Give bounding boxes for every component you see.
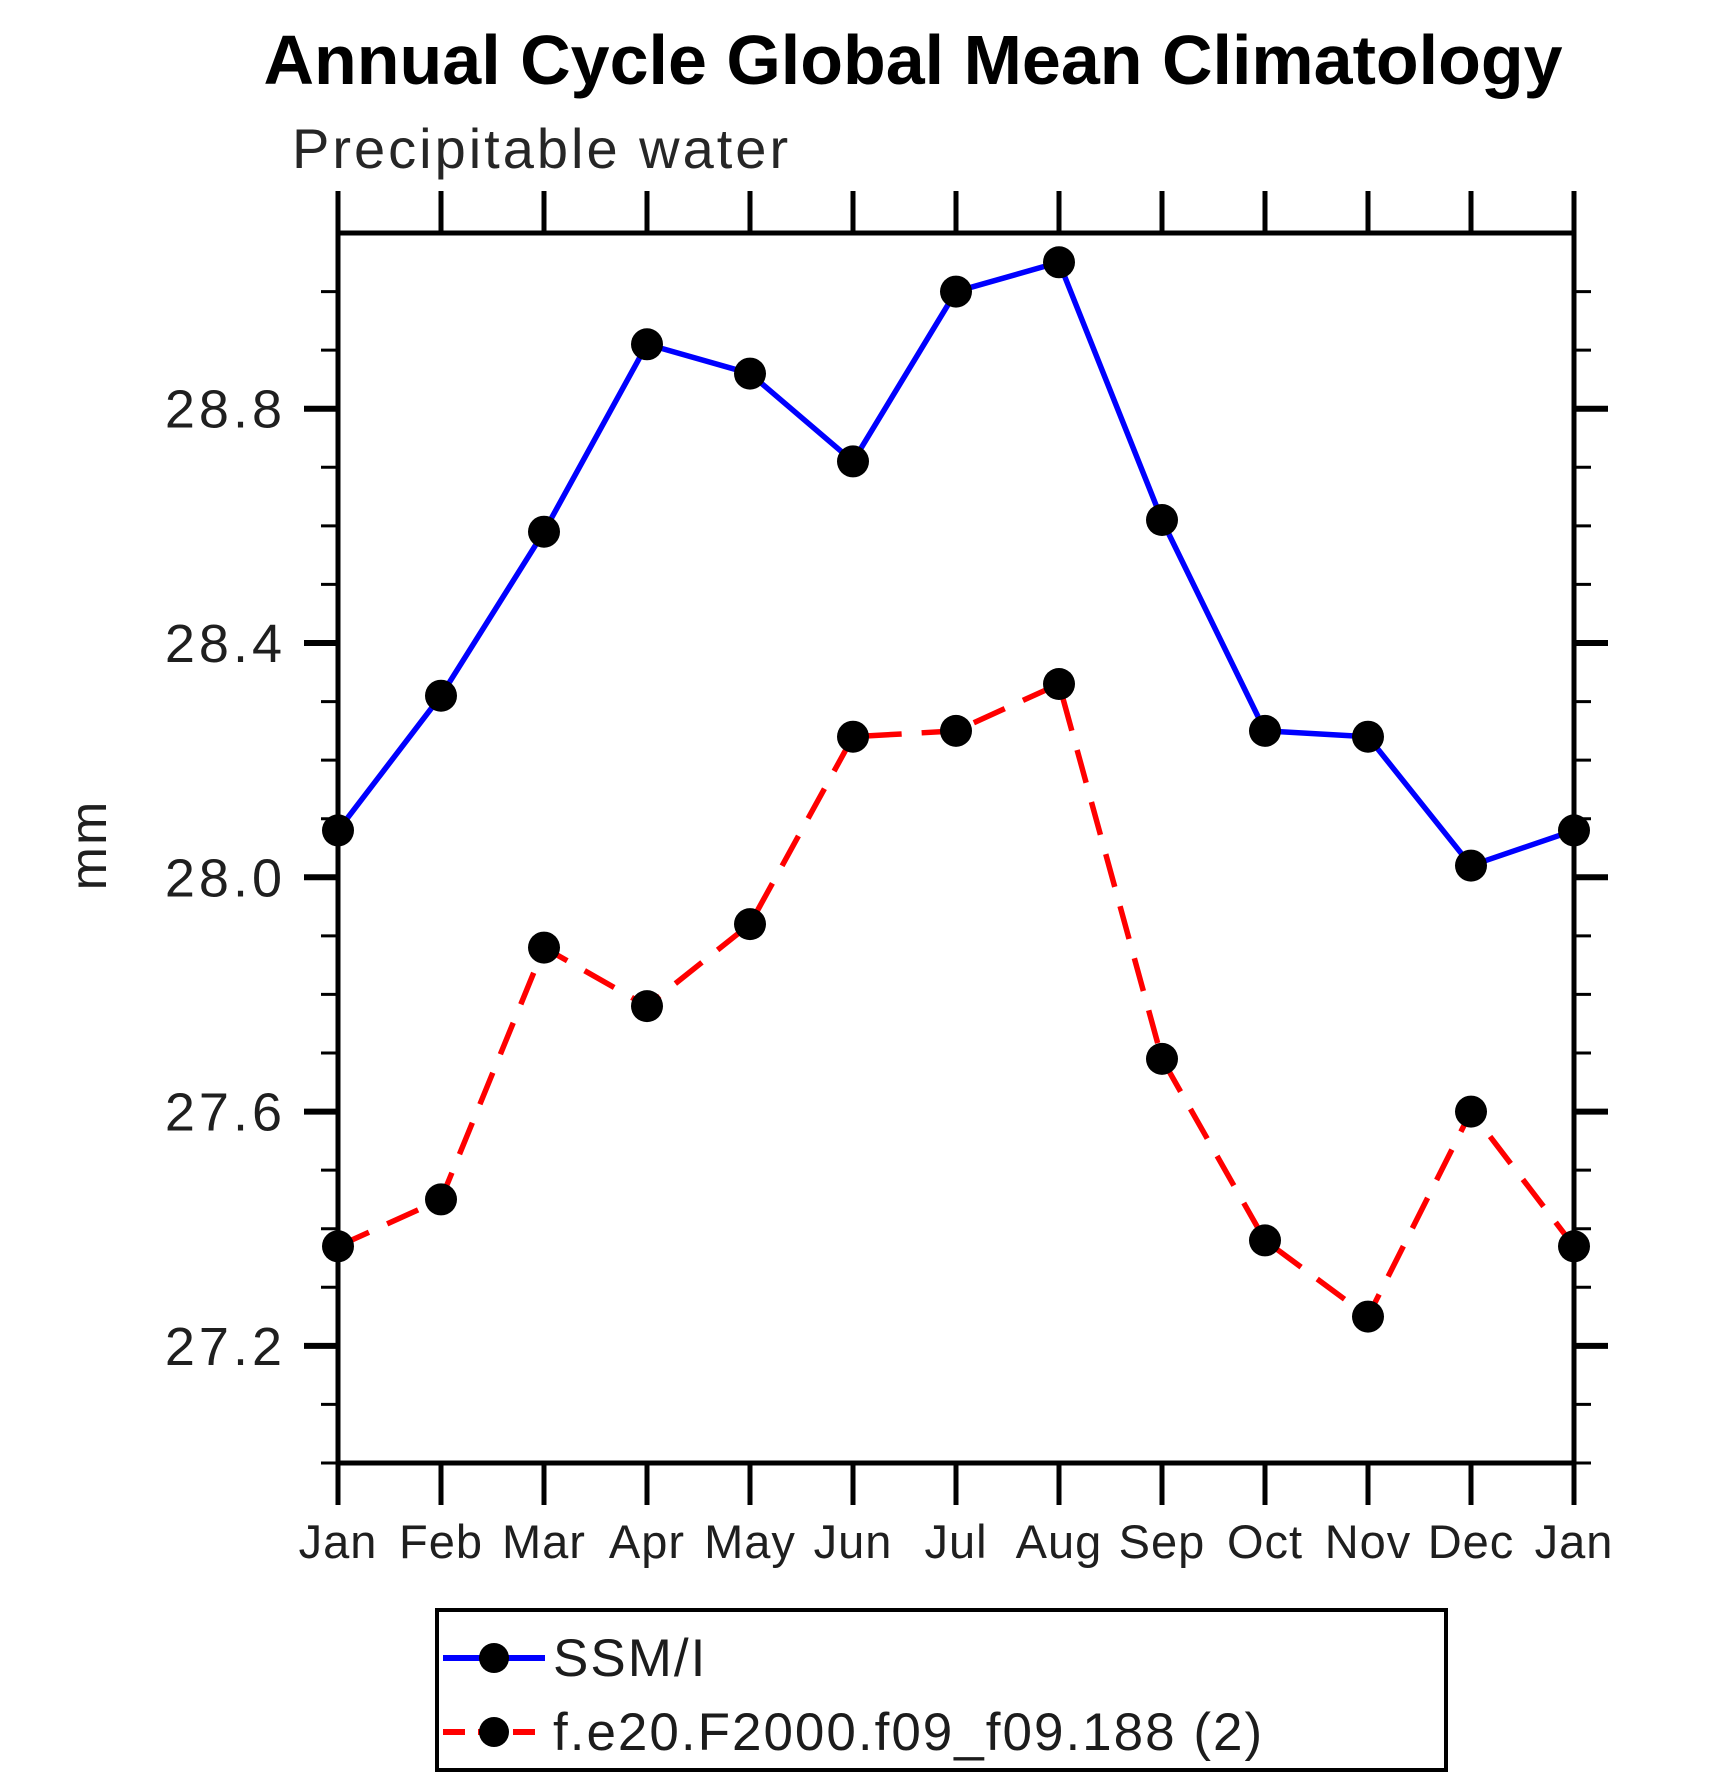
data-point-marker xyxy=(1558,1230,1590,1263)
data-point-marker xyxy=(528,515,560,548)
plot-frame xyxy=(335,230,1577,1466)
legend-box: SSM/I f.e20.F2000.f09_f09.188 (2) xyxy=(435,1608,1448,1772)
x-axis-tick-label: Dec xyxy=(1428,1515,1515,1568)
legend-label-model: f.e20.F2000.f09_f09.188 (2) xyxy=(553,1702,1265,1762)
data-point-marker xyxy=(631,328,663,361)
series-line-1 xyxy=(336,681,1577,1320)
x-axis-tick-label: Sep xyxy=(1119,1515,1206,1568)
legend-solid-line-swatch xyxy=(443,1643,545,1673)
legend-label-ssmi: SSM/I xyxy=(553,1628,708,1688)
y-axis-tick-label: 28.0 xyxy=(165,848,286,908)
series-line-0 xyxy=(335,259,1575,869)
data-point-marker xyxy=(1558,814,1590,847)
data-point-marker xyxy=(1146,504,1178,536)
chart-subtitle: Precipitable water xyxy=(292,117,792,180)
x-axis-tick-label: Jun xyxy=(814,1515,893,1568)
data-point-marker xyxy=(940,275,972,308)
data-point-marker xyxy=(734,357,766,390)
x-axis-tick-label: Feb xyxy=(399,1515,483,1568)
y-axis-tick-label: 28.8 xyxy=(165,380,286,440)
data-point-marker xyxy=(837,720,869,753)
data-point-marker xyxy=(940,714,972,747)
data-point-marker xyxy=(1043,668,1075,700)
data-point-marker xyxy=(734,908,766,941)
data-point-marker xyxy=(1455,1095,1487,1128)
data-point-marker xyxy=(425,679,457,712)
x-axis-tick-label: Aug xyxy=(1016,1515,1103,1568)
data-point-marker xyxy=(1352,1300,1384,1333)
data-point-marker xyxy=(1146,1042,1178,1075)
data-point-marker xyxy=(1249,714,1281,747)
x-axis-tick-label: May xyxy=(704,1515,796,1568)
data-point-marker xyxy=(1249,1224,1281,1257)
legend-item-model: f.e20.F2000.f09_f09.188 (2) xyxy=(439,1694,1264,1770)
chart-title: Annual Cycle Global Mean Climatology xyxy=(263,21,1563,99)
x-axis-tick-label: Apr xyxy=(609,1515,685,1568)
y-axis-tick-label: 28.4 xyxy=(165,614,286,674)
data-point-marker xyxy=(1455,849,1487,882)
x-axis-tick-label: Jan xyxy=(299,1515,378,1568)
y-axis-title: mm xyxy=(60,800,118,891)
y-axis-tick-label: 27.6 xyxy=(165,1083,286,1143)
data-point-marker xyxy=(1043,246,1075,279)
data-point-marker xyxy=(1352,720,1384,753)
data-point-marker xyxy=(837,445,869,478)
data-point-marker xyxy=(322,814,354,847)
x-axis-tick-label: Nov xyxy=(1325,1515,1412,1568)
y-axis-tick-label: 27.2 xyxy=(165,1317,286,1377)
data-point-marker xyxy=(528,931,560,964)
x-axis-tick-label: Mar xyxy=(502,1515,586,1568)
data-point-marker xyxy=(322,1230,354,1263)
data-point-marker xyxy=(631,990,663,1023)
x-axis-tick-label: Oct xyxy=(1227,1515,1303,1568)
data-point-marker xyxy=(425,1183,457,1216)
legend-dashed-line-swatch xyxy=(443,1717,545,1747)
x-axis-tick-label: Jul xyxy=(924,1515,987,1568)
legend-item-ssmi: SSM/I xyxy=(439,1620,707,1696)
x-axis-tick-label: Jan xyxy=(1535,1515,1614,1568)
